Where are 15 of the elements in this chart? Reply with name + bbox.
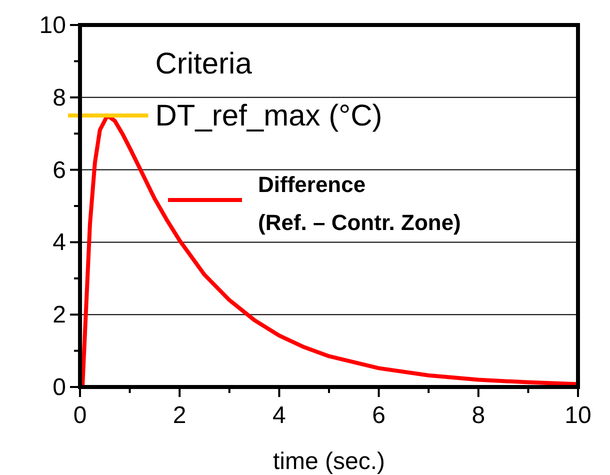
y-tick-label: 2 bbox=[52, 302, 66, 329]
x-tick-label: 4 bbox=[272, 402, 286, 429]
y-tick-label: 6 bbox=[52, 156, 66, 184]
x-tick-label: 2 bbox=[172, 402, 186, 429]
x-tick-label: 8 bbox=[472, 402, 486, 429]
x-axis-title: time (sec.) bbox=[272, 448, 386, 475]
x-tick-label: 10 bbox=[564, 402, 592, 429]
y-tick-label: 10 bbox=[39, 12, 66, 39]
y-tick-label: 4 bbox=[52, 229, 66, 256]
legend-label: Difference (Ref. – Contr. Zone) bbox=[258, 172, 461, 235]
ref-line-label: Criteria DT_ref_max (°C) bbox=[155, 48, 382, 132]
y-tick-label: 8 bbox=[52, 84, 66, 112]
x-tick-label: 6 bbox=[372, 402, 386, 429]
x-tick-label: 0 bbox=[73, 402, 87, 429]
y-tick-label: 0 bbox=[52, 374, 66, 401]
